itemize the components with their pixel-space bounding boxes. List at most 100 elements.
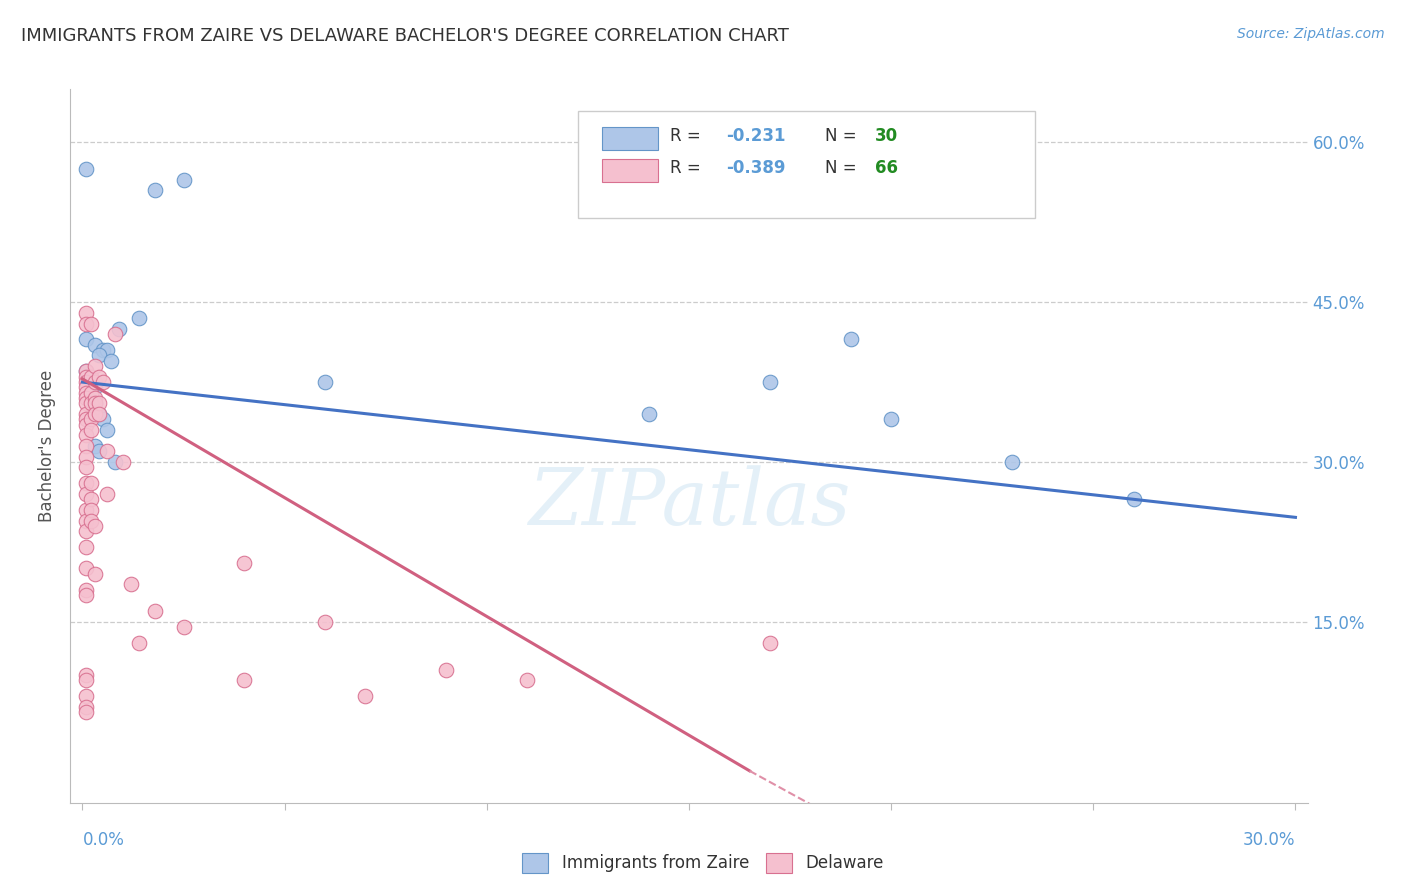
Point <box>839 333 862 347</box>
Point <box>87 407 110 421</box>
Text: -0.231: -0.231 <box>725 127 786 145</box>
Point <box>516 673 538 688</box>
Point <box>83 396 105 410</box>
Point <box>76 369 98 384</box>
Point <box>233 556 256 570</box>
Text: N =: N = <box>825 159 862 177</box>
Point <box>83 396 105 410</box>
Point <box>104 455 127 469</box>
Point <box>83 439 105 453</box>
Point <box>76 561 98 575</box>
Point <box>87 369 110 384</box>
Point <box>76 333 98 347</box>
Point <box>76 385 98 400</box>
Point <box>76 162 98 177</box>
Point <box>173 620 195 634</box>
Point <box>83 338 105 352</box>
Point <box>76 428 98 442</box>
Point <box>79 369 101 384</box>
Point <box>79 385 101 400</box>
Point <box>128 311 150 326</box>
Point <box>79 369 101 384</box>
Point <box>76 317 98 331</box>
Point <box>96 487 118 501</box>
Point <box>143 604 166 618</box>
Point <box>76 540 98 554</box>
Point <box>76 487 98 501</box>
Point <box>173 172 195 186</box>
Point <box>76 460 98 475</box>
Point <box>83 519 105 533</box>
Point <box>76 700 98 714</box>
Point <box>96 444 118 458</box>
Point <box>96 423 118 437</box>
Point <box>354 690 377 704</box>
Point <box>76 524 98 539</box>
FancyBboxPatch shape <box>602 127 658 150</box>
Point <box>76 375 98 389</box>
Point <box>76 673 98 688</box>
Text: R =: R = <box>671 159 706 177</box>
Point <box>87 407 110 421</box>
Point <box>83 391 105 405</box>
Point <box>76 412 98 426</box>
Point <box>880 412 903 426</box>
Point <box>83 375 105 389</box>
Point <box>76 396 98 410</box>
Point <box>76 380 98 394</box>
Point <box>96 343 118 358</box>
Point <box>79 317 101 331</box>
Point <box>79 514 101 528</box>
Point <box>759 375 782 389</box>
Point <box>83 407 105 421</box>
Point <box>79 503 101 517</box>
Point <box>76 514 98 528</box>
Point <box>434 663 457 677</box>
Point <box>79 375 101 389</box>
Point <box>314 615 336 629</box>
Point <box>108 322 131 336</box>
Text: 30.0%: 30.0% <box>1243 831 1295 849</box>
Point <box>83 566 105 581</box>
Text: Source: ZipAtlas.com: Source: ZipAtlas.com <box>1237 27 1385 41</box>
Point <box>76 391 98 405</box>
Point <box>76 582 98 597</box>
Point <box>76 439 98 453</box>
FancyBboxPatch shape <box>602 159 658 182</box>
Point <box>1001 455 1024 469</box>
Text: N =: N = <box>825 127 862 145</box>
Point <box>314 375 336 389</box>
Point <box>76 476 98 491</box>
FancyBboxPatch shape <box>578 111 1035 218</box>
Point <box>76 588 98 602</box>
Point <box>128 636 150 650</box>
Y-axis label: Bachelor's Degree: Bachelor's Degree <box>38 370 56 522</box>
Point <box>637 407 659 421</box>
Point <box>104 327 127 342</box>
Point <box>76 306 98 320</box>
Point <box>87 444 110 458</box>
Point <box>79 492 101 507</box>
Point <box>76 364 98 378</box>
Text: IMMIGRANTS FROM ZAIRE VS DELAWARE BACHELOR'S DEGREE CORRELATION CHART: IMMIGRANTS FROM ZAIRE VS DELAWARE BACHEL… <box>21 27 789 45</box>
Point <box>76 690 98 704</box>
Point <box>83 359 105 373</box>
Point <box>79 412 101 426</box>
Point <box>87 396 110 410</box>
Point <box>76 364 98 378</box>
Point <box>91 343 114 358</box>
Point <box>76 407 98 421</box>
Point <box>233 673 256 688</box>
Point <box>76 503 98 517</box>
Text: R =: R = <box>671 127 706 145</box>
Point <box>111 455 134 469</box>
Point <box>79 385 101 400</box>
Point <box>76 668 98 682</box>
Point <box>91 375 114 389</box>
Point <box>100 353 122 368</box>
Point <box>759 636 782 650</box>
Point <box>1122 492 1144 507</box>
Point <box>120 577 142 591</box>
Point <box>83 380 105 394</box>
Point <box>76 706 98 720</box>
